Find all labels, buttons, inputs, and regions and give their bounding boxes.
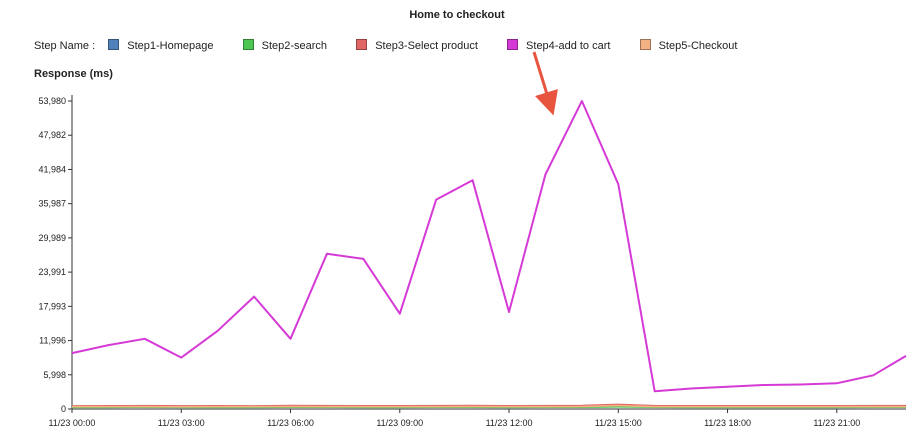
legend-item-step4[interactable]: Step4-add to cart (506, 39, 611, 52)
legend-swatch-step4 (506, 39, 518, 50)
legend-swatch-step5 (639, 39, 651, 50)
legend-label-step1: Step1-Homepage (127, 40, 214, 52)
legend-label-step4: Step4-add to cart (526, 40, 611, 52)
y-tick-label: 29,989 (38, 233, 66, 243)
series-line-step5[interactable] (72, 404, 906, 408)
x-tick-label: 11/23 09:00 (376, 418, 423, 428)
y-tick-label: 11,996 (39, 336, 66, 346)
legend-label-step3: Step3-Select product (375, 40, 478, 52)
y-tick-label: 0 (61, 404, 66, 414)
annotation-arrow (532, 51, 558, 116)
y-tick-label: 5,998 (43, 370, 66, 380)
y-tick-label: 17,993 (38, 301, 66, 311)
x-tick-label: 11/23 21:00 (813, 418, 860, 428)
legend-item-step5[interactable]: Step5-Checkout (639, 39, 738, 52)
chart-title: Home to checkout (409, 9, 505, 21)
x-tick-label: 11/23 18:00 (704, 418, 751, 428)
x-tick-label: 11/23 00:00 (49, 418, 96, 428)
legend-item-step2[interactable]: Step2-search (242, 39, 328, 52)
legend: Step Name : Step1-Homepage Step2-search … (34, 39, 763, 52)
x-tick-label: 11/23 06:00 (267, 418, 314, 428)
x-tick-label: 11/23 12:00 (486, 418, 533, 428)
legend-swatch-step2 (242, 39, 254, 50)
x-tick-label: 11/23 03:00 (158, 418, 205, 428)
legend-label-step5: Step5-Checkout (658, 40, 738, 52)
y-tick-label: 41,984 (38, 164, 66, 174)
y-tick-label: 53,980 (38, 96, 66, 106)
y-tick-label: 35,987 (38, 199, 66, 209)
series-line-step4[interactable] (71, 100, 907, 393)
legend-swatch-step3 (356, 39, 368, 50)
series-line-step3[interactable] (71, 403, 906, 407)
y-tick-label: 47,982 (38, 130, 66, 140)
legend-swatch-step1 (108, 39, 120, 50)
legend-item-step1[interactable]: Step1-Homepage (108, 39, 214, 52)
y-axis-label: Response (ms) (34, 68, 113, 80)
y-tick-label: 23,991 (38, 267, 66, 277)
legend-title: Step Name : (34, 40, 96, 52)
legend-label-step2: Step2-search (261, 40, 328, 52)
legend-item-step3[interactable]: Step3-Select product (356, 39, 478, 52)
x-tick-label: 11/23 15:00 (595, 418, 642, 428)
